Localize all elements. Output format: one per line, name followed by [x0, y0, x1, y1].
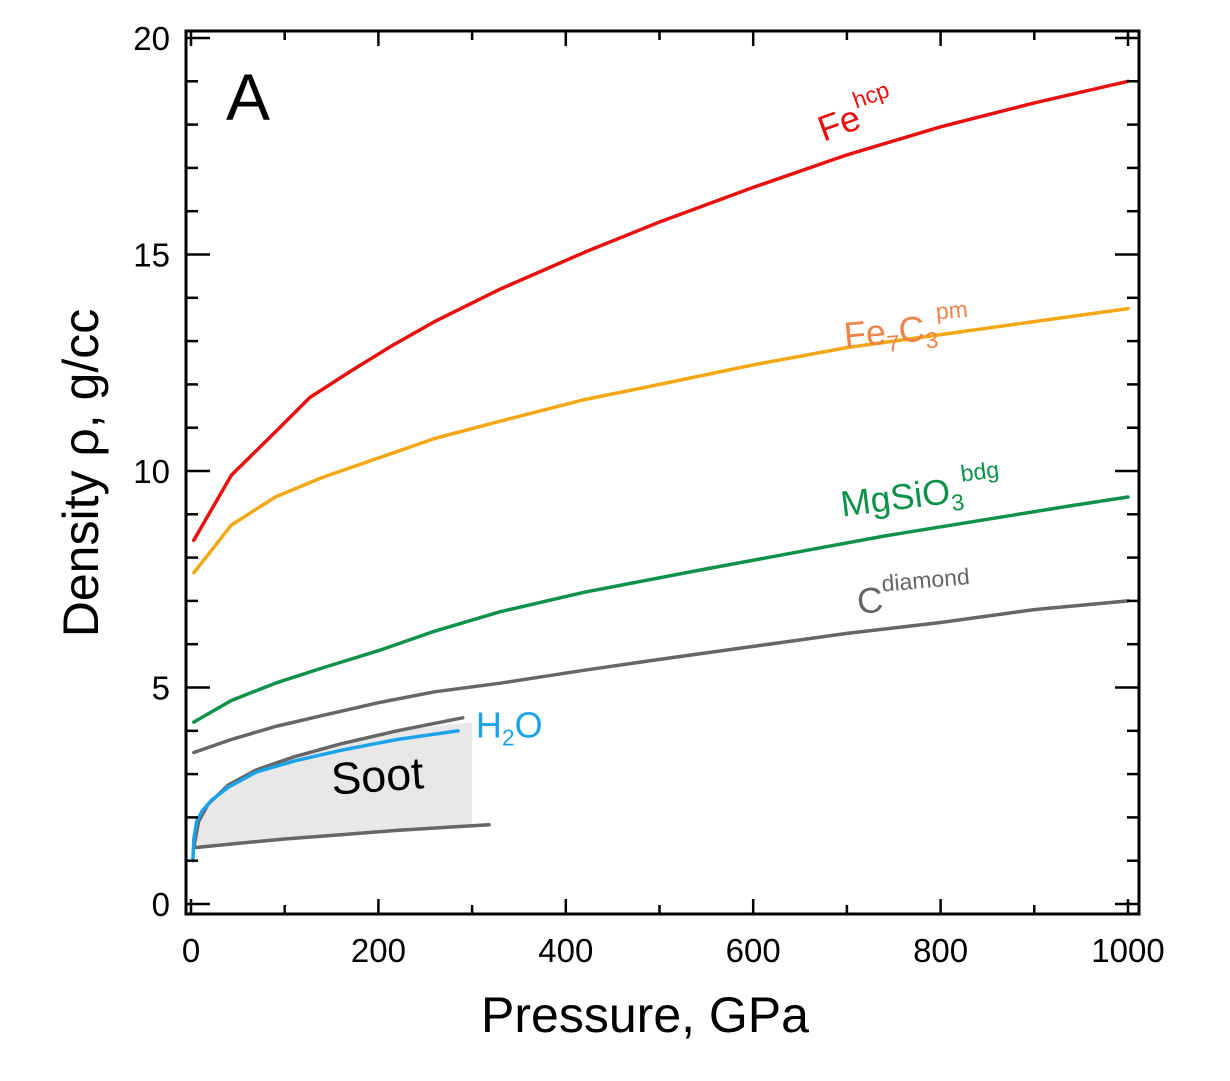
series-label-fe7c3-pm: Fe7C3pm — [841, 296, 971, 361]
y-tick-label: 15 — [133, 237, 170, 274]
series-line-h2o — [191, 729, 460, 863]
series-label-c-diamond: Cdiamond — [855, 563, 973, 622]
x-tick-label: 800 — [913, 932, 968, 969]
y-tick-label: 10 — [133, 453, 170, 490]
x-tick-label: 200 — [351, 932, 406, 969]
soot-annotation: Soot — [329, 747, 425, 804]
soot-region — [193, 722, 473, 848]
y-tick-label: 5 — [152, 670, 170, 707]
x-tick-label: 400 — [538, 932, 593, 969]
series-label-h2o: H2O — [476, 704, 543, 750]
y-tick-label: 20 — [133, 20, 170, 57]
x-tick-label: 0 — [182, 932, 200, 969]
y-axis-title: Density ρ, g/cc — [53, 309, 109, 638]
x-axis-title: Pressure, GPa — [481, 987, 809, 1043]
series-label-mgsio3-bdg: MgSiO3bdg — [837, 456, 1004, 529]
soot-shade-layer — [193, 722, 473, 848]
series-line-c-diamond — [192, 599, 1130, 755]
panel-label: A — [226, 60, 270, 134]
plot-frame — [184, 29, 1141, 916]
series-label-fe-hcp: Fehcp — [809, 76, 900, 149]
series-line-soot-upper-bound — [192, 716, 465, 850]
series-line-fe-hcp — [192, 79, 1130, 543]
series-layer — [191, 79, 1130, 863]
label-layer: Fehcp Fe7C3pm MgSiO3bdg Cdiamond H2O Soot — [329, 76, 1004, 804]
x-tick-label: 600 — [726, 932, 781, 969]
y-tick-label: 0 — [152, 886, 170, 923]
series-line-soot-lower-bound — [192, 823, 491, 850]
series-line-mgsio3-bdg — [192, 495, 1130, 724]
x-tick-label: 1000 — [1091, 932, 1164, 969]
series-line-fe7c3-pm — [192, 306, 1130, 575]
axis-layer: 0 200 400 600 800 1000 0 5 10 15 20 — [133, 20, 1164, 969]
